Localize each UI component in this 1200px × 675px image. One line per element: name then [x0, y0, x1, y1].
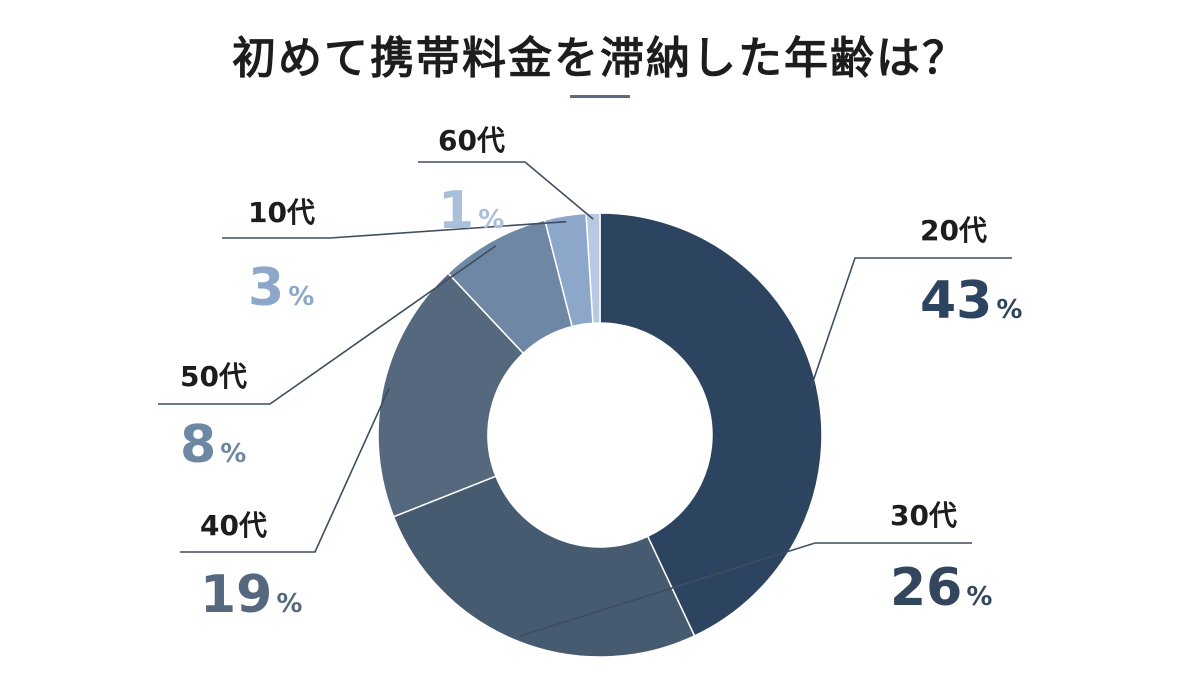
title-underline — [570, 95, 630, 98]
percent-label-1: 26% — [890, 558, 992, 618]
category-label-2: 40代 — [200, 509, 267, 542]
percent-label-5: 1% — [438, 181, 504, 241]
donut-slice-5 — [585, 212, 601, 325]
category-label-0: 20代 — [920, 214, 987, 247]
leader-line-3 — [158, 245, 497, 405]
category-label-1: 30代 — [890, 499, 957, 532]
category-label-4: 10代 — [248, 196, 315, 229]
percent-label-2: 19% — [200, 565, 302, 625]
donut-slice-0 — [599, 212, 823, 637]
chart-title: 初めて携帯料金を滞納した年齢は？ — [232, 33, 968, 84]
slices-group — [377, 212, 823, 658]
percent-label-4: 3% — [248, 258, 314, 318]
percent-label-0: 43% — [920, 271, 1022, 331]
leader-line-2 — [180, 387, 390, 553]
donut-slice-2 — [377, 272, 525, 518]
category-label-3: 50代 — [180, 360, 247, 393]
leader-line-0 — [810, 257, 1012, 389]
donut-slice-1 — [392, 475, 696, 658]
percent-label-3: 8% — [180, 415, 246, 475]
leader-line-5 — [418, 161, 594, 220]
category-label-5: 60代 — [438, 124, 505, 157]
labels-group: 20代 43 % 30代 26 % 40代 19 % 50代 8 % 10代 3 % 60代 1% — [180, 124, 1022, 625]
leader-line-4 — [222, 220, 567, 239]
leader-lines-group — [158, 161, 1012, 637]
leader-line-1 — [520, 542, 972, 637]
